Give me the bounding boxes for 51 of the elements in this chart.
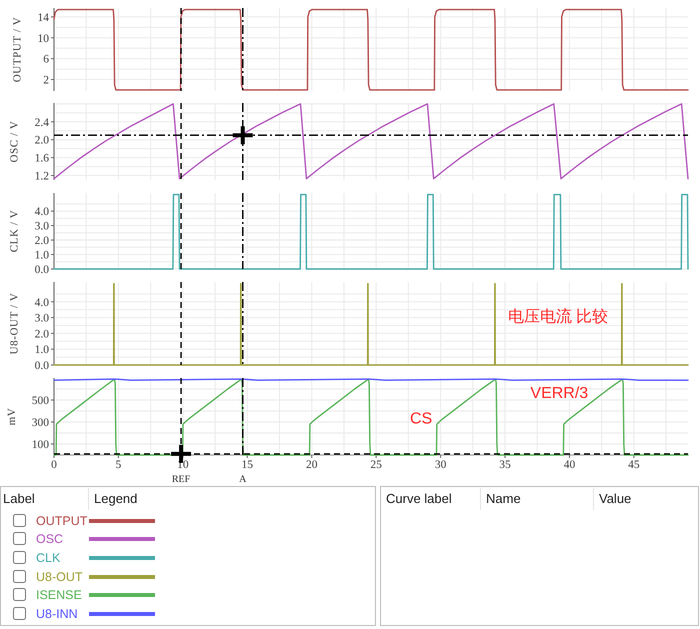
y-axis-title: CLK / V <box>8 210 21 252</box>
x-tick-label: 5 <box>116 459 122 471</box>
y-tick-label: 2.0 <box>34 235 50 248</box>
x-tick-label: 0 <box>51 459 58 471</box>
legend-item: CLK <box>0 548 160 567</box>
text: Curve label <box>386 491 452 507</box>
x-tick-label: 45 <box>628 459 640 471</box>
text: Name <box>486 491 521 507</box>
y-tick-label: 2.4 <box>34 116 50 129</box>
y-tick-label: 3.0 <box>34 220 50 233</box>
y-tick-label: 14 <box>38 12 50 24</box>
y-tick-label: 2 <box>43 74 50 87</box>
y-tick-label: 500 <box>32 395 50 407</box>
legend-item: U8-OUT <box>0 568 160 586</box>
y-tick-label: 3.0 <box>34 312 50 325</box>
text: Legend <box>94 491 138 507</box>
y-tick-label: 1.0 <box>34 250 50 262</box>
text: Label <box>3 491 35 507</box>
y-tick-label: 10 <box>38 32 50 45</box>
y-tick-label: 1.0 <box>34 344 50 356</box>
legend-item: ISENSE <box>0 586 160 604</box>
y-tick-label: 6 <box>43 54 50 66</box>
y-tick-label: 1.6 <box>34 152 50 165</box>
x-tick-label: 20 <box>306 459 318 471</box>
annotation: 电压电流 比较 <box>508 307 608 326</box>
y-axis-title: OUTPUT / V <box>12 16 24 82</box>
x-tick-label: 35 <box>499 459 512 471</box>
y-axis-title: U8-OUT / V <box>8 292 21 354</box>
legend-item: OSC <box>0 530 160 548</box>
y-tick-label: 100 <box>32 439 50 451</box>
y-tick-label: 0.0 <box>34 360 50 372</box>
legend-item: U8-INN <box>0 604 160 623</box>
annotation: CS <box>410 410 432 428</box>
x-tick-label: 40 <box>564 459 576 471</box>
text: Value <box>599 491 632 507</box>
legend-item: OUTPUT <box>0 512 160 530</box>
y-axis-title: mV <box>6 408 18 426</box>
y-tick-label: 1.2 <box>34 170 50 183</box>
x-tick-label: 15 <box>242 459 254 471</box>
y-tick-label: 4.0 <box>34 206 50 218</box>
ref-line-label: A <box>239 474 248 485</box>
y-tick-label: 4.0 <box>34 296 50 309</box>
y-tick-label: 300 <box>32 417 50 429</box>
x-tick-label: 25 <box>370 459 382 471</box>
ref-line-label: REF <box>172 474 191 485</box>
y-axis-title: OSC / V <box>8 120 21 162</box>
y-tick-label: 2.0 <box>34 134 50 147</box>
x-tick-label: 30 <box>434 459 447 471</box>
y-tick-label: 2.0 <box>34 328 50 340</box>
y-tick-label: 0.0 <box>34 264 50 276</box>
annotation: VERR/3 <box>530 384 588 402</box>
